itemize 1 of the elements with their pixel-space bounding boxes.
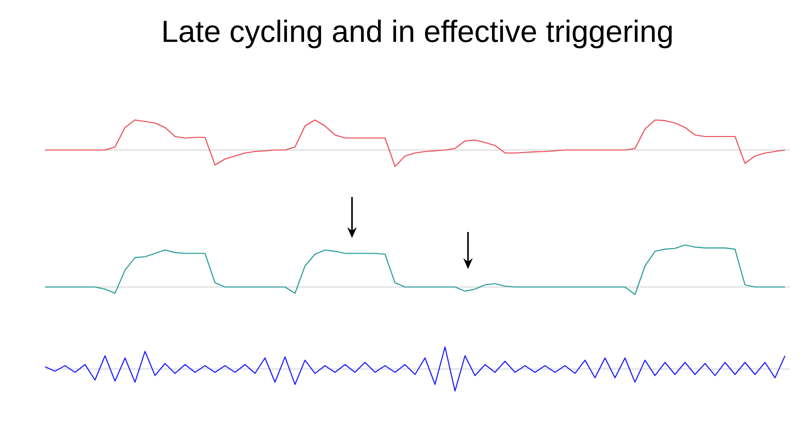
chart-title: Late cycling and in effective triggering: [164, 20, 672, 48]
